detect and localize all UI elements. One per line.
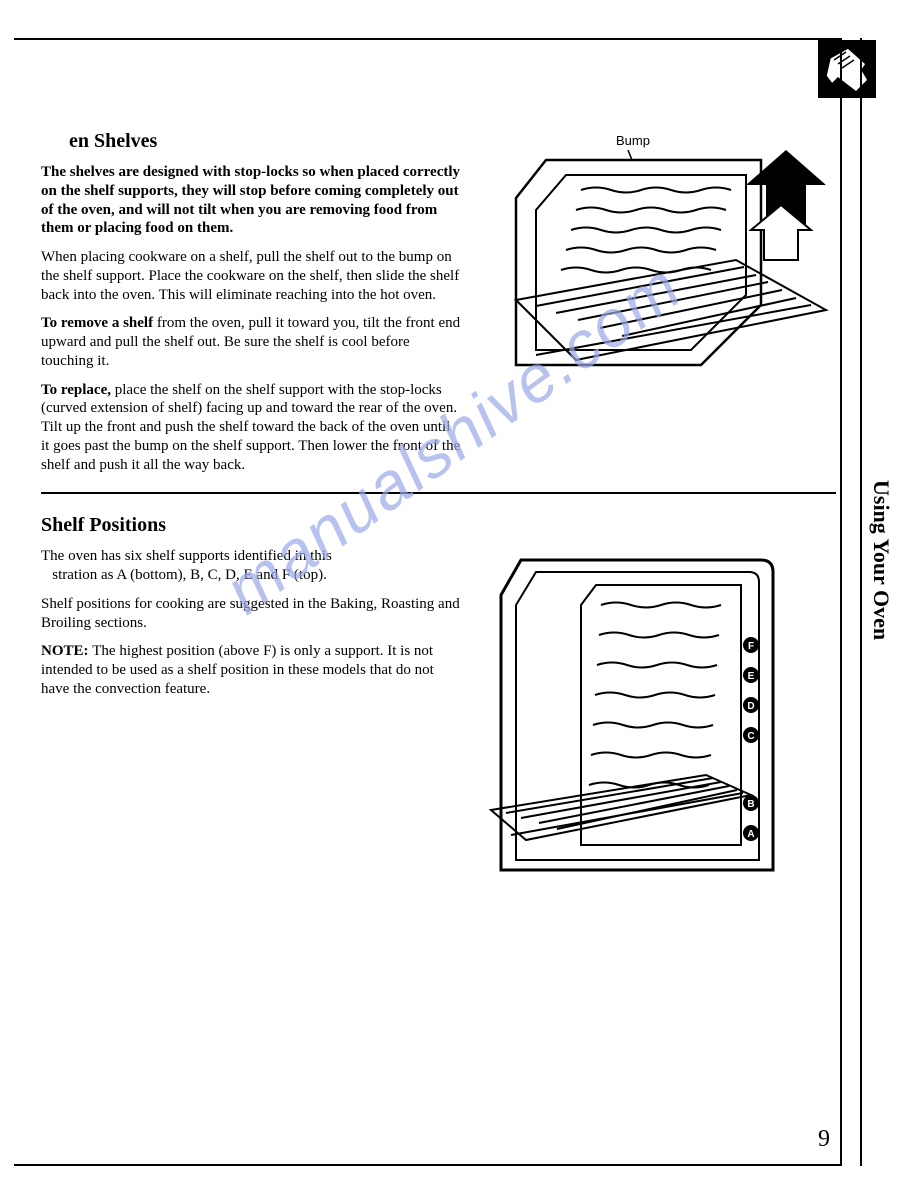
- para-remove-shelf: To remove a shelf from the oven, pull it…: [41, 314, 461, 370]
- figure-shelf-removal: Bump: [486, 130, 846, 390]
- para-intro-bold: The shelves are designed with stop-locks…: [41, 164, 460, 236]
- heading-shelf-positions: Shelf Positions: [41, 514, 461, 537]
- figure-shelf-positions: F E D C B A: [481, 550, 841, 900]
- para-placing-cookware: When placing cookware on a shelf, pull t…: [41, 248, 461, 304]
- side-tab-title: Using Your Oven: [868, 480, 894, 640]
- svg-text:F: F: [748, 641, 754, 652]
- para-replace-shelf: To replace, place the shelf on the shelf…: [41, 381, 461, 475]
- page-number: 9: [818, 1126, 830, 1153]
- svg-text:C: C: [747, 731, 754, 742]
- heading-oven-shelves: en Shelves: [41, 130, 461, 153]
- content-area: en Shelves The shelves are designed with…: [41, 130, 841, 709]
- svg-text:B: B: [747, 799, 754, 810]
- bump-label: Bump: [616, 133, 650, 148]
- section-divider: [41, 492, 836, 494]
- para-positions-suggested: Shelf positions for cooking are suggeste…: [41, 595, 461, 633]
- svg-text:A: A: [747, 829, 754, 840]
- section-shelf-positions: Shelf Positions The oven has six shelf s…: [41, 514, 461, 698]
- section-oven-shelves: en Shelves The shelves are designed with…: [41, 130, 461, 474]
- para-note: NOTE: The highest position (above F) is …: [41, 642, 461, 698]
- para-supports-intro: The oven has six shelf supports identifi…: [41, 547, 461, 585]
- svg-text:D: D: [747, 701, 754, 712]
- svg-text:E: E: [748, 671, 755, 682]
